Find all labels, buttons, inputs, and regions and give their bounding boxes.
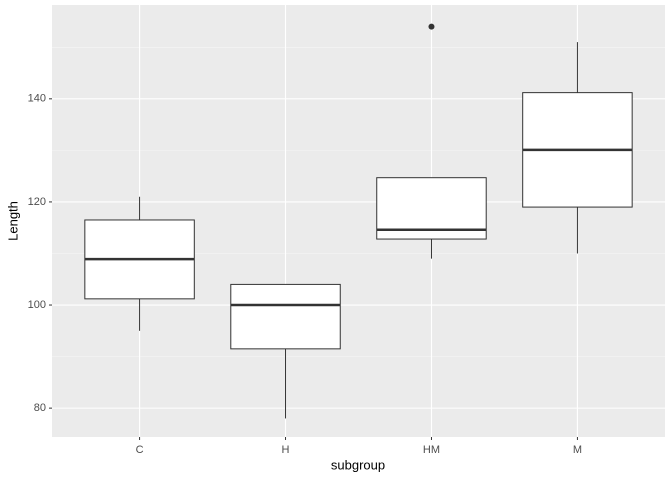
y-tick-label: 80	[34, 402, 46, 414]
outlier	[428, 23, 435, 30]
box	[230, 283, 341, 350]
x-tick-label: M	[573, 444, 582, 456]
y-tick-label: 100	[28, 299, 46, 311]
x-axis-label: subgroup	[331, 457, 385, 472]
y-axis-label: Length	[5, 201, 20, 241]
y-tick-label: 120	[28, 196, 46, 208]
x-tick-label: H	[282, 444, 290, 456]
x-tick-label: C	[136, 444, 144, 456]
x-tick-label: HM	[423, 444, 440, 456]
y-tick-label: 140	[28, 93, 46, 105]
